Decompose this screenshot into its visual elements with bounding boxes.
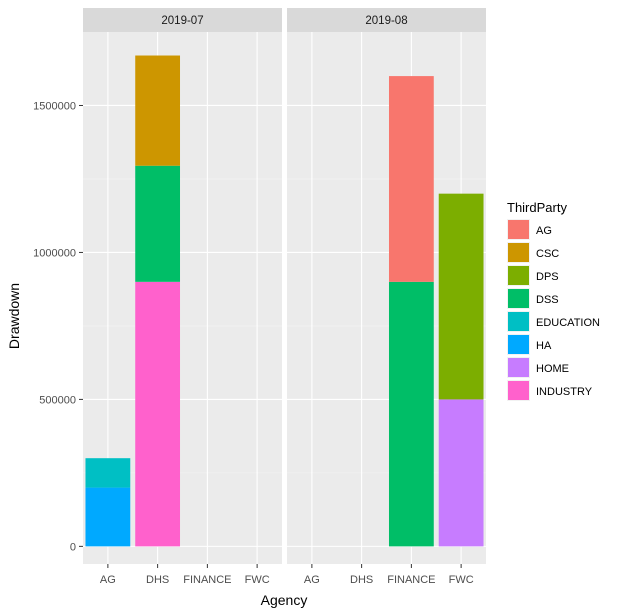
legend-title: ThirdParty [507, 200, 567, 215]
x-axis: AG DHS FINANCE FWC AG DHS FINANCE FWC [100, 564, 474, 586]
legend-item-ha: HA [507, 334, 552, 355]
legend-item-home: HOME [507, 357, 569, 378]
bar-segment-ag-ha [85, 487, 131, 547]
legend-item-industry: INDUSTRY [507, 380, 593, 401]
legend-label: AG [536, 225, 552, 237]
y-axis-title: Drawdown [6, 283, 22, 349]
legend-label: DPS [536, 271, 559, 283]
facet-panel: 2019-08 [287, 8, 486, 564]
legend-label: INDUSTRY [536, 386, 593, 398]
legend-item-education: EDUCATION [507, 311, 600, 332]
facet-strip-label: 2019-08 [365, 15, 407, 27]
x-tick-label: FWC [449, 574, 474, 586]
facet-panel: 2019-07 [83, 8, 282, 564]
legend-key-swatch [508, 220, 529, 239]
legend-key-swatch [508, 381, 529, 400]
bar-segment-ag-education [85, 458, 131, 488]
y-tick-label: 1500000 [33, 100, 76, 112]
legend-key-swatch [508, 312, 529, 331]
x-tick-label: DHS [146, 574, 169, 586]
bar-segment-dhs-industry [135, 281, 181, 547]
bar-segment-dhs-csc [135, 55, 181, 166]
y-tick-label: 500000 [39, 394, 76, 406]
legend-label: DSS [536, 294, 559, 306]
legend-key-swatch [508, 335, 529, 354]
facet-panels: 2019-07 2019-08 [83, 8, 486, 564]
legend-key-swatch [508, 243, 529, 262]
x-tick-label: FINANCE [387, 574, 435, 586]
facet-strip [287, 8, 486, 32]
bar-segment-dhs-dss [135, 165, 181, 282]
x-tick-label: AG [304, 574, 320, 586]
legend-key-swatch [508, 289, 529, 308]
x-tick-label: FINANCE [183, 574, 231, 586]
legend-item-dss: DSS [507, 288, 559, 309]
y-tick-label: 0 [70, 541, 76, 553]
legend-item-csc: CSC [507, 242, 559, 263]
bar-segment-finance-ag [388, 76, 434, 282]
bar-segment-finance-dss [388, 281, 434, 547]
legend-item-ag: AG [507, 219, 552, 240]
legend-key-swatch [508, 358, 529, 377]
x-tick-label: AG [100, 574, 116, 586]
facet-strip [83, 8, 282, 32]
x-tick-label: FWC [245, 574, 270, 586]
legend-label: EDUCATION [536, 317, 600, 329]
legend-key-swatch [508, 266, 529, 285]
legend-label: CSC [536, 248, 559, 260]
x-tick-label: DHS [350, 574, 373, 586]
y-tick-label: 1000000 [33, 247, 76, 259]
legend-label: HOME [536, 363, 569, 375]
bar-segment-fwc-dps [438, 193, 484, 400]
x-axis-title: Agency [261, 592, 308, 608]
y-axis: 0 500000 1000000 1500000 [33, 100, 83, 553]
legend-label: HA [536, 340, 552, 352]
facet-strip-label: 2019-07 [161, 15, 203, 27]
bar-segment-fwc-home [438, 399, 484, 547]
legend-item-dps: DPS [507, 265, 559, 286]
legend: ThirdParty AG CSC DPS DSS EDUCATION HA HOME IND… [507, 200, 600, 401]
